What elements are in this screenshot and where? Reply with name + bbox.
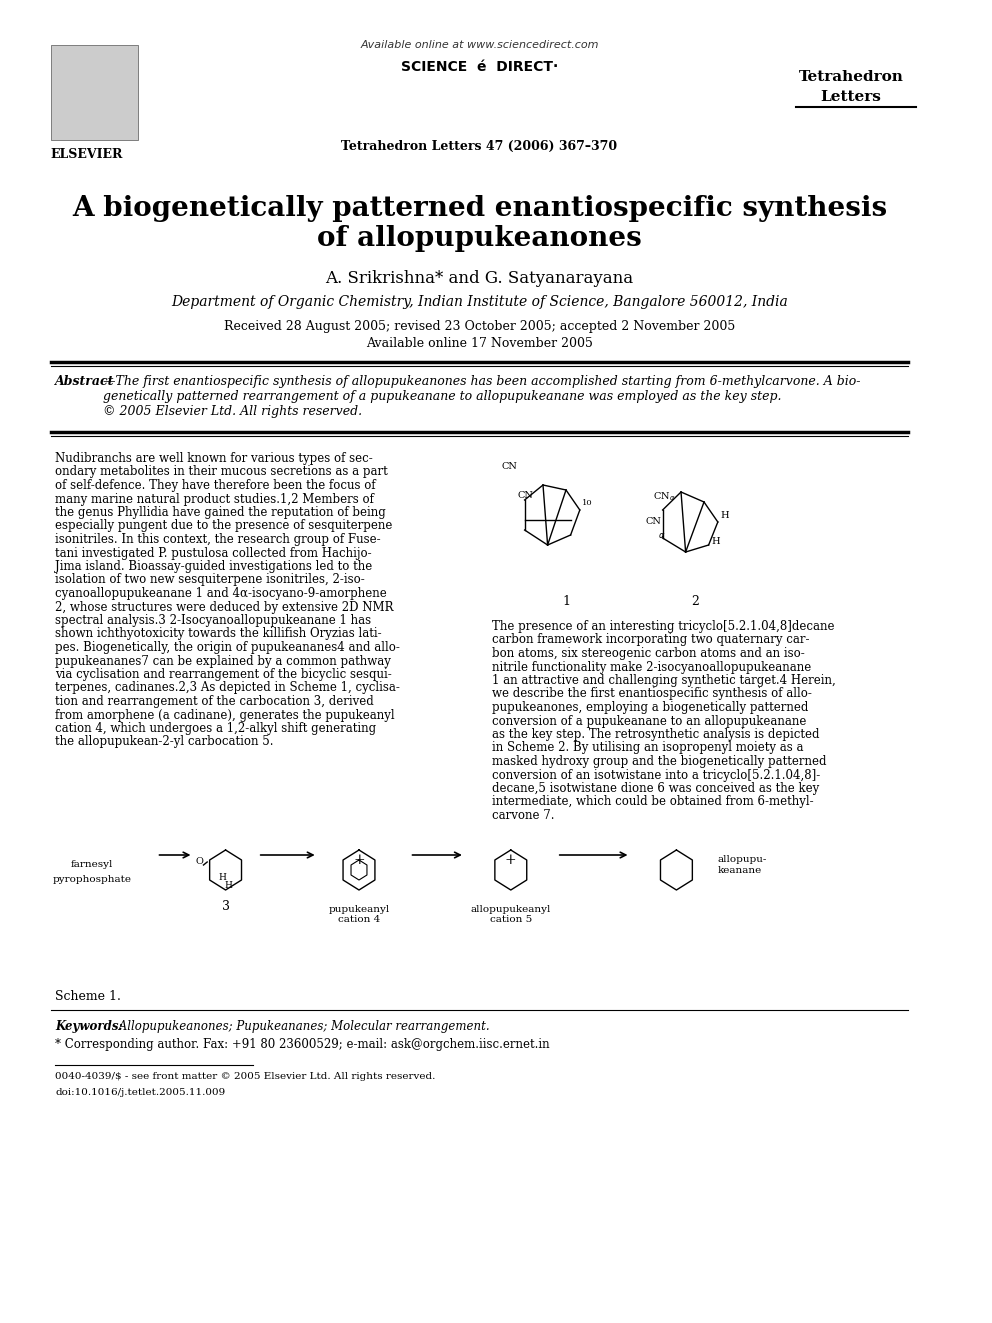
Text: H: H [224,881,232,889]
Text: A biogenetically patterned enantiospecific synthesis: A biogenetically patterned enantiospecif… [72,194,887,222]
Text: 3: 3 [221,900,229,913]
Text: especially pungent due to the presence of sesquiterpene: especially pungent due to the presence o… [56,520,393,532]
Text: conversion of an isotwistane into a tricyclo[5.2.1.04,8]-: conversion of an isotwistane into a tric… [492,769,820,782]
Text: conversion of a pupukeanane to an allopupukeanane: conversion of a pupukeanane to an allopu… [492,714,806,728]
Text: Tetrahedron Letters 47 (2006) 367–370: Tetrahedron Letters 47 (2006) 367–370 [341,140,618,153]
Text: nitrile functionality make 2-isocyanoallopupukeanane: nitrile functionality make 2-isocyanoall… [492,660,811,673]
Text: doi:10.1016/j.tetlet.2005.11.009: doi:10.1016/j.tetlet.2005.11.009 [56,1088,225,1097]
Text: pupukeananes7 can be explained by a common pathway: pupukeananes7 can be explained by a comm… [56,655,391,668]
Text: 1: 1 [562,595,570,609]
Text: $\alpha$: $\alpha$ [658,531,666,540]
Text: the genus Phyllidia have gained the reputation of being: the genus Phyllidia have gained the repu… [56,505,386,519]
Text: The presence of an interesting tricyclo[5.2.1.04,8]decane: The presence of an interesting tricyclo[… [492,620,835,632]
Text: 2, whose structures were deduced by extensive 2D NMR: 2, whose structures were deduced by exte… [56,601,394,614]
Text: carbon framework incorporating two quaternary car-: carbon framework incorporating two quate… [492,634,809,647]
Text: pupukeanyl
cation 4: pupukeanyl cation 4 [328,905,390,925]
Text: Keywords:: Keywords: [56,1020,123,1033]
Text: intermediate, which could be obtained from 6-methyl-: intermediate, which could be obtained fr… [492,795,814,808]
Text: pupukeanones, employing a biogenetically patterned: pupukeanones, employing a biogenetically… [492,701,808,714]
Text: from amorphene (a cadinane), generates the pupukeanyl: from amorphene (a cadinane), generates t… [56,709,395,721]
Text: many marine natural product studies.1,2 Members of: many marine natural product studies.1,2 … [56,492,374,505]
Text: ELSEVIER: ELSEVIER [51,148,123,161]
Text: via cyclisation and rearrangement of the bicyclic sesqui-: via cyclisation and rearrangement of the… [56,668,392,681]
Text: cation 4, which undergoes a 1,2-alkyl shift generating: cation 4, which undergoes a 1,2-alkyl sh… [56,722,377,736]
Text: terpenes, cadinanes.2,3 As depicted in Scheme 1, cyclisa-: terpenes, cadinanes.2,3 As depicted in S… [56,681,400,695]
Text: decane,5 isotwistane dione 6 was conceived as the key: decane,5 isotwistane dione 6 was conceiv… [492,782,819,795]
Text: H: H [720,511,729,520]
Text: Allopupukeanones; Pupukeananes; Molecular rearrangement.: Allopupukeanones; Pupukeananes; Molecula… [115,1020,490,1033]
Text: —The first enantiospecific synthesis of allopupukeanones has been accomplished s: —The first enantiospecific synthesis of … [103,374,861,418]
Text: as the key step. The retrosynthetic analysis is depicted: as the key step. The retrosynthetic anal… [492,728,820,741]
Text: of allopupukeanones: of allopupukeanones [317,225,642,251]
Text: allopupu-
keanane: allopupu- keanane [718,855,767,875]
Text: Letters: Letters [820,90,882,105]
Text: the allopupukean-2-yl carbocation 5.: the allopupukean-2-yl carbocation 5. [56,736,274,749]
Text: cyanoallopupukeanane 1 and 4α-isocyano-9-amorphene: cyanoallopupukeanane 1 and 4α-isocyano-9… [56,587,387,601]
Text: of self-defence. They have therefore been the focus of: of self-defence. They have therefore bee… [56,479,376,492]
Text: Available online at www.sciencedirect.com: Available online at www.sciencedirect.co… [360,40,599,50]
Bar [51,45,138,140]
Text: CN: CN [502,462,518,471]
Text: 0040-4039/$ - see front matter © 2005 Elsevier Ltd. All rights reserved.: 0040-4039/$ - see front matter © 2005 El… [56,1072,435,1081]
Text: Abstract: Abstract [56,374,115,388]
Text: tani investigated P. pustulosa collected from Hachijo-: tani investigated P. pustulosa collected… [56,546,372,560]
Text: Received 28 August 2005; revised 23 October 2005; accepted 2 November 2005: Received 28 August 2005; revised 23 Octo… [224,320,735,333]
Text: 10: 10 [581,499,592,507]
Text: O: O [195,857,203,867]
Text: Jima island. Bioassay-guided investigations led to the: Jima island. Bioassay-guided investigati… [56,560,373,573]
Text: 2: 2 [690,595,698,609]
Text: CN: CN [645,517,661,527]
Text: farnesyl: farnesyl [71,860,113,869]
Text: masked hydroxy group and the biogenetically patterned: masked hydroxy group and the biogenetica… [492,755,827,767]
Text: 1 an attractive and challenging synthetic target.4 Herein,: 1 an attractive and challenging syntheti… [492,673,836,687]
Text: pyrophosphate: pyrophosphate [53,875,132,884]
Text: +: + [353,853,365,867]
Text: H: H [219,872,227,881]
Text: Department of Organic Chemistry, Indian Institute of Science, Bangalore 560012, : Department of Organic Chemistry, Indian … [172,295,788,310]
Text: H: H [711,537,720,546]
Text: isonitriles. In this context, the research group of Fuse-: isonitriles. In this context, the resear… [56,533,381,546]
Bar [497,455,668,610]
Text: pes. Biogenetically, the origin of pupukeananes4 and allo-: pes. Biogenetically, the origin of pupuk… [56,642,400,654]
Text: Nudibranchs are well known for various types of sec-: Nudibranchs are well known for various t… [56,452,373,464]
Text: CN$_{\alpha}$: CN$_{\alpha}$ [654,490,676,503]
Text: * Corresponding author. Fax: +91 80 23600529; e-mail: ask@orgchem.iisc.ernet.in: * Corresponding author. Fax: +91 80 2360… [56,1039,550,1050]
Text: spectral analysis.3 2-Isocyanoallopupukeanane 1 has: spectral analysis.3 2-Isocyanoallopupuke… [56,614,371,627]
Text: we describe the first enantiospecific synthesis of allo-: we describe the first enantiospecific sy… [492,688,812,700]
Text: Scheme 1.: Scheme 1. [56,990,121,1003]
Text: CN: CN [517,491,533,500]
Text: carvone 7.: carvone 7. [492,808,555,822]
Text: bon atoms, six stereogenic carbon atoms and an iso-: bon atoms, six stereogenic carbon atoms … [492,647,806,660]
Text: ondary metabolites in their mucous secretions as a part: ondary metabolites in their mucous secre… [56,466,388,479]
Text: Tetrahedron: Tetrahedron [799,70,904,83]
Text: A. Srikrishna* and G. Satyanarayana: A. Srikrishna* and G. Satyanarayana [325,270,634,287]
Text: SCIENCE  é  DIRECT·: SCIENCE é DIRECT· [401,60,558,74]
Text: allopupukeanyl
cation 5: allopupukeanyl cation 5 [470,905,551,925]
Text: in Scheme 2. By utilising an isopropenyl moiety as a: in Scheme 2. By utilising an isopropenyl… [492,741,804,754]
Text: tion and rearrangement of the carbocation 3, derived: tion and rearrangement of the carbocatio… [56,695,374,708]
Text: shown ichthyotoxicity towards the killifish Oryzias lati-: shown ichthyotoxicity towards the killif… [56,627,382,640]
Text: +: + [505,853,517,867]
Text: isolation of two new sesquiterpene isonitriles, 2-iso-: isolation of two new sesquiterpene isoni… [56,573,365,586]
Text: Available online 17 November 2005: Available online 17 November 2005 [366,337,593,351]
